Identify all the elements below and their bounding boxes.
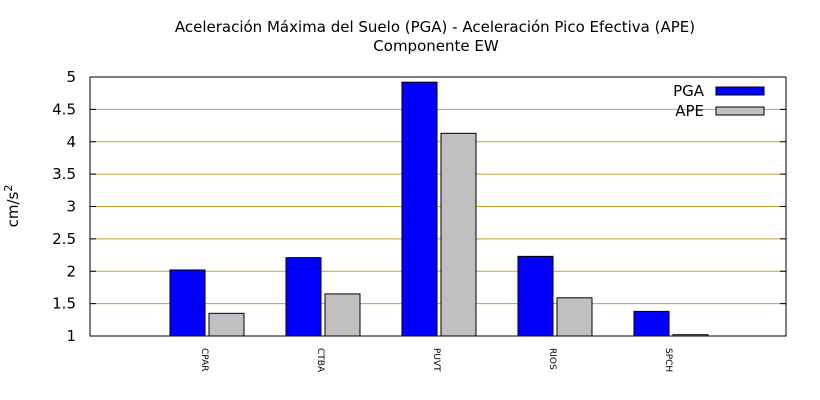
y-tick-label: 2	[66, 262, 76, 280]
legend: PGA APE	[673, 82, 765, 120]
legend-label: APE	[675, 102, 704, 120]
bar-ape-ctba	[324, 293, 361, 337]
bar-pga-rios	[517, 255, 554, 337]
y-tick-label: 2.5	[52, 230, 76, 248]
x-tick-label: CPAR	[199, 348, 209, 372]
bar-ape-cpar	[208, 312, 245, 337]
y-axis-label-exponent: 2	[2, 185, 15, 192]
bar-pga-ctba	[285, 257, 322, 337]
bar-pga-puvt	[401, 81, 438, 337]
y-tick-label: 4.5	[52, 100, 76, 118]
chart-title: Aceleración Máxima del Suelo (PGA) - Ace…	[175, 18, 695, 36]
y-tick-label: 4	[66, 133, 76, 151]
legend-swatch	[715, 106, 765, 116]
x-tick-label: PUVT	[431, 348, 441, 372]
y-tick-label: 1	[66, 327, 76, 345]
y-axis-label: cm/s2	[2, 185, 22, 228]
legend-swatch	[715, 86, 765, 96]
bar-ape-puvt	[440, 132, 477, 337]
y-tick-label: 1.5	[52, 295, 76, 313]
y-axis-ticks: 1 1.5 2 2.5 3 3.5 4 4.5 5	[52, 68, 786, 345]
legend-label: PGA	[673, 82, 705, 100]
y-tick-label: 3	[66, 198, 76, 216]
x-axis-labels: CPAR CTBA PUVT RIOS SPCH	[199, 330, 673, 373]
x-tick-label: CTBA	[315, 348, 325, 373]
bar-pga-cpar	[169, 269, 206, 337]
bar-pga-spch	[633, 310, 670, 337]
y-axis-label-unit: cm/s	[4, 191, 22, 227]
y-tick-label: 3.5	[52, 165, 76, 183]
x-tick-label: SPCH	[663, 348, 673, 372]
chart-subtitle: Componente EW	[373, 37, 499, 55]
y-tick-label: 5	[66, 68, 76, 86]
bars	[169, 81, 709, 337]
bar-ape-rios	[556, 297, 593, 337]
gridlines	[90, 108, 786, 305]
x-tick-label: RIOS	[547, 348, 557, 370]
plot-frame	[89, 76, 787, 337]
